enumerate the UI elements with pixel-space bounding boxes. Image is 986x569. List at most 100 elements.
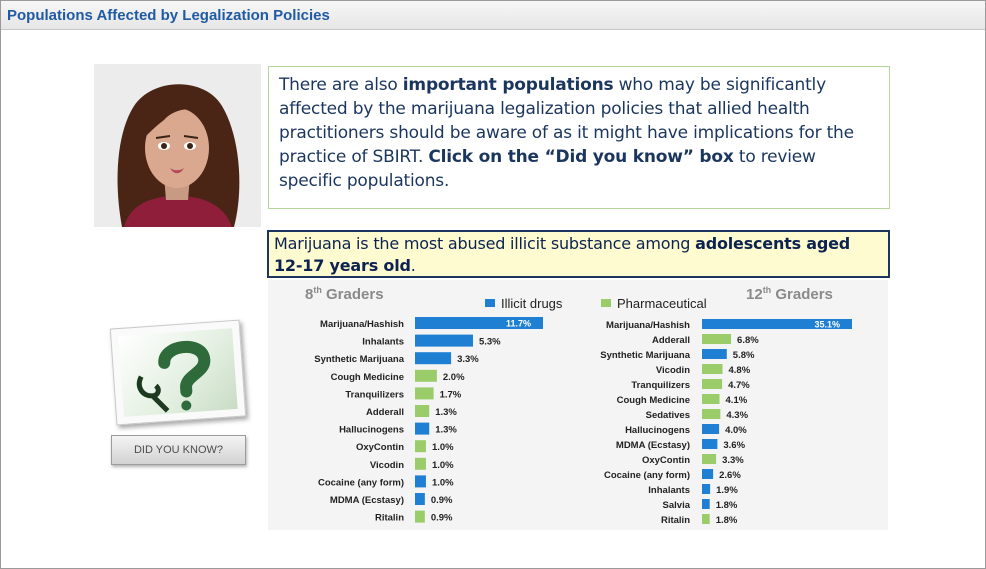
- category-label: Ritalin: [375, 513, 404, 524]
- data-label: 1.0%: [432, 477, 454, 488]
- data-bar: [415, 317, 543, 329]
- category-label: Inhalants: [362, 337, 404, 348]
- data-label: 35.1%: [814, 320, 840, 330]
- did-you-know-button[interactable]: DID YOU KNOW?: [111, 435, 246, 465]
- chart-title-rest: Graders: [771, 286, 833, 303]
- category-label: Tranquilizers: [345, 389, 404, 400]
- legend-label: Illicit drugs: [501, 296, 563, 311]
- intro-text-2: who may be significantly affected by the…: [279, 75, 854, 167]
- data-bar: [415, 334, 473, 347]
- fact-emphasis: adolescents aged 12-17 years old: [274, 234, 851, 275]
- data-bar: [415, 457, 426, 470]
- data-label: 3.6%: [723, 440, 745, 451]
- data-bar: [415, 405, 430, 417]
- category-label: Synthetic Marijuana: [314, 354, 404, 365]
- question-mark-icon: [136, 340, 211, 413]
- category-label: Hallucinogens: [625, 425, 690, 436]
- question-mark-picture: [118, 328, 238, 417]
- data-bar: [702, 439, 718, 449]
- data-bar: [702, 484, 711, 494]
- data-label: 1.9%: [716, 485, 738, 496]
- category-label: OxyContin: [356, 442, 404, 453]
- data-bar: [415, 387, 434, 400]
- data-label: 1.0%: [432, 442, 454, 453]
- category-label: Ritalin: [661, 515, 690, 526]
- data-bar: [702, 469, 714, 479]
- data-label: 2.0%: [443, 372, 465, 383]
- legend-label: Pharmaceutical: [617, 296, 707, 311]
- data-bar: [415, 422, 430, 435]
- chart-title-suffix: th: [313, 285, 322, 295]
- data-bar: [415, 493, 425, 505]
- fact-text-1: Marijuana is the most abused illicit sub…: [274, 234, 696, 253]
- data-bar: [702, 394, 720, 404]
- data-label: 1.8%: [716, 500, 738, 511]
- chart-title-rest: Graders: [322, 286, 384, 303]
- category-label: OxyContin: [642, 455, 690, 466]
- data-bar: [702, 379, 723, 389]
- category-label: Marijuana/Hashish: [606, 320, 690, 331]
- data-label: 3.3%: [457, 354, 479, 365]
- data-label: 2.6%: [719, 470, 741, 481]
- data-label: 0.9%: [431, 513, 453, 524]
- data-bar: [415, 510, 425, 523]
- data-bar: [702, 409, 721, 419]
- data-label: 1.8%: [716, 515, 738, 526]
- chart-title-2: 12th Graders: [746, 285, 833, 303]
- data-bar: [415, 475, 426, 488]
- category-label: Tranquilizers: [631, 380, 690, 391]
- data-label: 1.0%: [432, 460, 454, 471]
- data-label: 1.3%: [435, 425, 457, 436]
- intro-text-3: to review specific populations.: [279, 147, 816, 191]
- category-label: Cocaine (any form): [318, 477, 404, 488]
- data-label: 6.8%: [737, 335, 759, 346]
- data-bar: [702, 349, 727, 359]
- data-label: 4.8%: [729, 365, 751, 376]
- category-label: Vicodin: [656, 365, 690, 376]
- category-label: Adderall: [652, 335, 690, 346]
- intro-emphasis-2: Click on the “Did you know” box: [428, 147, 734, 167]
- fact-text-2: .: [410, 256, 416, 275]
- data-label: 4.0%: [725, 425, 747, 436]
- category-label: Cough Medicine: [617, 395, 690, 406]
- data-bar: [702, 424, 720, 434]
- grader-charts-panel: 8th Graders Marijuana/Hashish 11.7% Inhalan…: [268, 280, 888, 530]
- category-label: Hallucinogens: [339, 425, 404, 436]
- data-bar: [702, 319, 852, 329]
- data-label: 4.7%: [728, 380, 750, 391]
- data-label: 5.3%: [479, 337, 501, 348]
- intro-text-box: There are also important populations who…: [268, 66, 890, 209]
- data-label: 5.8%: [733, 350, 755, 361]
- legend-swatch: [601, 299, 611, 307]
- category-label: Sedatives: [646, 410, 690, 421]
- intro-paragraph: There are also important populations who…: [279, 73, 879, 193]
- chart-title-suffix: th: [763, 285, 772, 295]
- category-label: Cocaine (any form): [604, 470, 690, 481]
- instructor-avatar: [94, 64, 261, 227]
- category-label: Inhalants: [648, 485, 690, 496]
- fact-paragraph: Marijuana is the most abused illicit sub…: [274, 233, 883, 277]
- legend-swatch: [485, 299, 495, 307]
- intro-text-1: There are also: [279, 75, 403, 95]
- data-label: 0.9%: [431, 495, 453, 506]
- data-label: 1.3%: [435, 407, 457, 418]
- data-bar: [415, 440, 426, 453]
- fact-callout: Marijuana is the most abused illicit sub…: [267, 230, 890, 278]
- data-label: 1.7%: [440, 389, 462, 400]
- category-label: Vicodin: [370, 460, 404, 471]
- data-bar: [702, 499, 710, 509]
- category-label: Synthetic Marijuana: [600, 350, 690, 361]
- data-bar: [415, 369, 437, 382]
- chart-title-1: 8th Graders: [305, 285, 384, 303]
- category-label: Adderall: [366, 407, 404, 418]
- category-label: MDMA (Ecstasy): [330, 495, 404, 506]
- data-label: 3.3%: [722, 455, 744, 466]
- category-label: Cough Medicine: [331, 372, 404, 383]
- data-bar: [702, 364, 723, 374]
- data-bar: [702, 454, 717, 464]
- substance-use-chart: 8th Graders Marijuana/Hashish 11.7% Inhalan…: [305, 285, 852, 526]
- question-mark-image[interactable]: [109, 319, 247, 426]
- data-label: 4.1%: [726, 395, 748, 406]
- data-bar: [702, 334, 732, 344]
